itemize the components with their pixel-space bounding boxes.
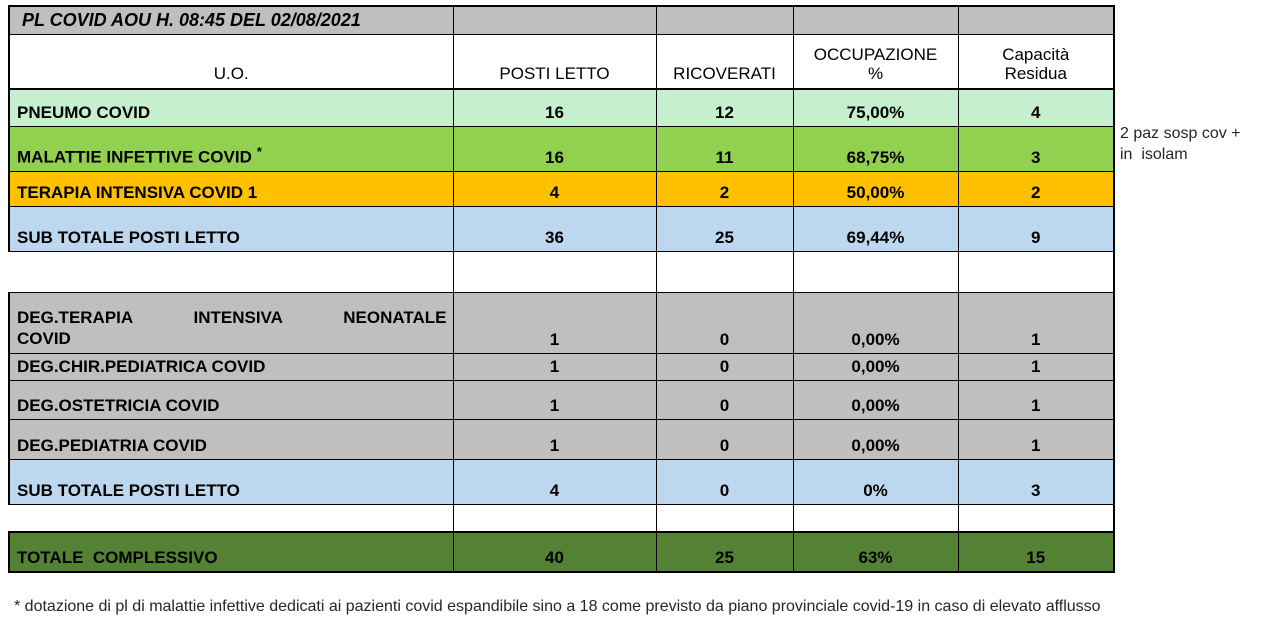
cell-pediatria-posti-letto: 1	[452, 418, 657, 460]
empty-cell	[452, 503, 657, 533]
report-title: PL COVID AOU H. 08:45 DEL 02/08/2021	[8, 5, 454, 35]
neonatale-label-line1: DEG.TERAPIA INTENSIVA NEONATALE	[17, 308, 447, 327]
neonatale-label-line2: COVID	[17, 329, 71, 349]
side-note: 2 paz sosp cov + in isolam	[1120, 125, 1241, 163]
cell-malattie-occupazione: 68,75%	[792, 125, 959, 172]
empty-cell	[9, 503, 454, 533]
cell-chir-posti-letto: 1	[452, 352, 657, 381]
title-spacer-cell	[792, 5, 959, 35]
cell-subtotale2-ricoverati: 0	[655, 458, 794, 505]
cell-totale-capacita: 15	[957, 531, 1115, 573]
empty-cell	[792, 503, 959, 533]
cell-pediatria-occupazione: 0,00%	[792, 418, 959, 460]
cell-terapia-ricoverati: 2	[655, 170, 794, 207]
cell-chir-occupazione: 0,00%	[792, 352, 959, 381]
row-label-ostetricia: DEG.OSTETRICIA COVID	[8, 379, 454, 420]
row-deg-pediatria: DEG.PEDIATRIA COVID 1 0 0,00% 1	[8, 418, 1115, 460]
row-pneumo-covid: PNEUMO COVID 16 12 75,00% 4	[8, 88, 1115, 127]
footnote-marker: *	[256, 143, 262, 159]
cell-pneumo-posti-letto: 16	[452, 88, 657, 127]
row-label-subtotale-1: SUB TOTALE POSTI LETTO	[8, 205, 454, 252]
empty-cell	[957, 250, 1115, 293]
row-label-totale: TOTALE COMPLESSIVO	[8, 531, 454, 573]
empty-cell	[655, 250, 794, 293]
cell-totale-ricoverati: 25	[655, 531, 794, 573]
col-header-uo: U.O.	[8, 33, 454, 90]
cell-subtotale2-posti-letto: 4	[452, 458, 657, 505]
col-header-capacita-residua: Capacità Residua	[957, 33, 1115, 90]
empty-cell	[452, 250, 657, 293]
empty-cell	[957, 503, 1115, 533]
cell-malattie-capacita: 3	[957, 125, 1115, 172]
empty-cell	[9, 250, 454, 293]
cell-neonatale-posti-letto: 1	[452, 291, 657, 354]
row-label-pneumo: PNEUMO COVID	[8, 88, 454, 127]
spacer-row	[9, 503, 1115, 533]
cell-ostetricia-posti-letto: 1	[452, 379, 657, 420]
row-label-pediatria: DEG.PEDIATRIA COVID	[8, 418, 454, 460]
col-header-ricoverati: RICOVERATI	[655, 33, 794, 90]
row-terapia-intensiva: TERAPIA INTENSIVA COVID 1 4 2 50,00% 2	[8, 170, 1115, 207]
title-spacer-cell	[452, 5, 657, 35]
empty-cell	[792, 250, 959, 293]
cell-pneumo-capacita: 4	[957, 88, 1115, 127]
cell-pediatria-capacita: 1	[957, 418, 1115, 460]
column-header-row: U.O. POSTI LETTO RICOVERATI OCCUPAZIONE …	[8, 33, 1115, 90]
empty-cell	[655, 503, 794, 533]
cell-subtotale1-occupazione: 69,44%	[792, 205, 959, 252]
row-label-chir: DEG.CHIR.PEDIATRICA COVID	[8, 352, 454, 381]
cell-terapia-posti-letto: 4	[452, 170, 657, 207]
cell-terapia-capacita: 2	[957, 170, 1115, 207]
malattie-label-text: MALATTIE INFETTIVE COVID	[17, 147, 252, 167]
row-subtotale-1: SUB TOTALE POSTI LETTO 36 25 69,44% 9	[8, 205, 1115, 252]
cell-neonatale-capacita: 1	[957, 291, 1115, 354]
cell-malattie-posti-letto: 16	[452, 125, 657, 172]
spacer-row	[9, 250, 1115, 293]
cell-totale-occupazione: 63%	[792, 531, 959, 573]
cell-subtotale1-posti-letto: 36	[452, 205, 657, 252]
cell-totale-posti-letto: 40	[452, 531, 657, 573]
cell-terapia-occupazione: 50,00%	[792, 170, 959, 207]
row-label-terapia: TERAPIA INTENSIVA COVID 1	[8, 170, 454, 207]
cell-subtotale2-capacita: 3	[957, 458, 1115, 505]
cell-chir-capacita: 1	[957, 352, 1115, 381]
cell-neonatale-occupazione: 0,00%	[792, 291, 959, 354]
cell-chir-ricoverati: 0	[655, 352, 794, 381]
row-totale-complessivo: TOTALE COMPLESSIVO 40 25 63% 15	[8, 531, 1115, 573]
row-label-neonatale: DEG.TERAPIA INTENSIVA NEONATALE COVID	[8, 291, 454, 354]
cell-pneumo-occupazione: 75,00%	[792, 88, 959, 127]
row-label-subtotale-2: SUB TOTALE POSTI LETTO	[8, 458, 454, 505]
cell-ostetricia-ricoverati: 0	[655, 379, 794, 420]
cell-pneumo-ricoverati: 12	[655, 88, 794, 127]
cell-ostetricia-occupazione: 0,00%	[792, 379, 959, 420]
cell-neonatale-ricoverati: 0	[655, 291, 794, 354]
cell-subtotale1-capacita: 9	[957, 205, 1115, 252]
row-label-malattie: MALATTIE INFETTIVE COVID *	[8, 125, 454, 172]
row-deg-terapia-neonatale: DEG.TERAPIA INTENSIVA NEONATALE COVID 1 0…	[8, 291, 1115, 354]
covid-beds-table: PL COVID AOU H. 08:45 DEL 02/08/2021 U.O…	[8, 5, 1115, 573]
row-subtotale-2: SUB TOTALE POSTI LETTO 4 0 0% 3	[8, 458, 1115, 505]
cell-malattie-ricoverati: 11	[655, 125, 794, 172]
col-header-posti-letto: POSTI LETTO	[452, 33, 657, 90]
title-spacer-cell	[957, 5, 1115, 35]
col-header-occupazione: OCCUPAZIONE %	[792, 33, 959, 90]
title-spacer-cell	[655, 5, 794, 35]
footnote: * dotazione di pl di malattie infettive …	[14, 598, 1101, 615]
row-deg-ostetricia: DEG.OSTETRICIA COVID 1 0 0,00% 1	[8, 379, 1115, 420]
title-row: PL COVID AOU H. 08:45 DEL 02/08/2021	[8, 5, 1115, 35]
cell-subtotale1-ricoverati: 25	[655, 205, 794, 252]
cell-ostetricia-capacita: 1	[957, 379, 1115, 420]
cell-subtotale2-occupazione: 0%	[792, 458, 959, 505]
row-malattie-infettive: MALATTIE INFETTIVE COVID * 16 11 68,75% 3	[8, 125, 1115, 172]
cell-pediatria-ricoverati: 0	[655, 418, 794, 460]
row-deg-chir-pediatrica: DEG.CHIR.PEDIATRICA COVID 1 0 0,00% 1	[8, 352, 1115, 381]
